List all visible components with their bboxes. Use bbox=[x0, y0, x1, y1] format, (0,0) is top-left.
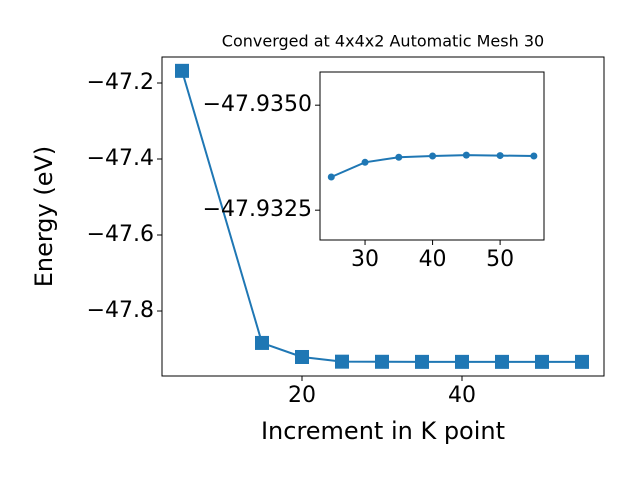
marker bbox=[535, 354, 549, 369]
marker bbox=[462, 151, 470, 159]
marker bbox=[255, 335, 269, 350]
marker bbox=[415, 354, 429, 369]
y-tick-label: −47.6 bbox=[87, 222, 154, 247]
x-tick-label: 40 bbox=[448, 383, 476, 408]
marker bbox=[530, 152, 538, 160]
y-tick-label: −47.8 bbox=[87, 298, 154, 323]
x-axis-label: Increment in K point bbox=[261, 417, 505, 445]
marker bbox=[327, 173, 335, 181]
y-tick-label: −47.9325 bbox=[203, 197, 312, 222]
data-line bbox=[181, 70, 582, 363]
marker bbox=[175, 63, 189, 78]
y-tick-label: −47.9350 bbox=[203, 92, 312, 117]
marker bbox=[455, 354, 469, 369]
marker bbox=[575, 354, 589, 369]
marker bbox=[395, 153, 403, 161]
marker bbox=[295, 349, 309, 364]
x-tick-label: 40 bbox=[419, 247, 447, 272]
marker bbox=[496, 152, 504, 160]
x-tick-label: 20 bbox=[288, 383, 316, 408]
marker bbox=[429, 152, 437, 160]
x-tick-label: 50 bbox=[486, 247, 514, 272]
marker bbox=[375, 354, 389, 369]
x-tick-label: 30 bbox=[351, 247, 379, 272]
y-tick-label: −47.2 bbox=[87, 70, 154, 95]
chart-title: Converged at 4x4x2 Automatic Mesh 30 bbox=[222, 32, 544, 51]
marker bbox=[335, 354, 349, 369]
axes-frame bbox=[319, 71, 545, 241]
marker bbox=[495, 354, 509, 369]
marker bbox=[361, 158, 369, 166]
y-axis-label: Energy (eV) bbox=[30, 146, 58, 288]
axes-frame bbox=[161, 56, 605, 377]
y-tick-label: −47.4 bbox=[87, 146, 154, 171]
